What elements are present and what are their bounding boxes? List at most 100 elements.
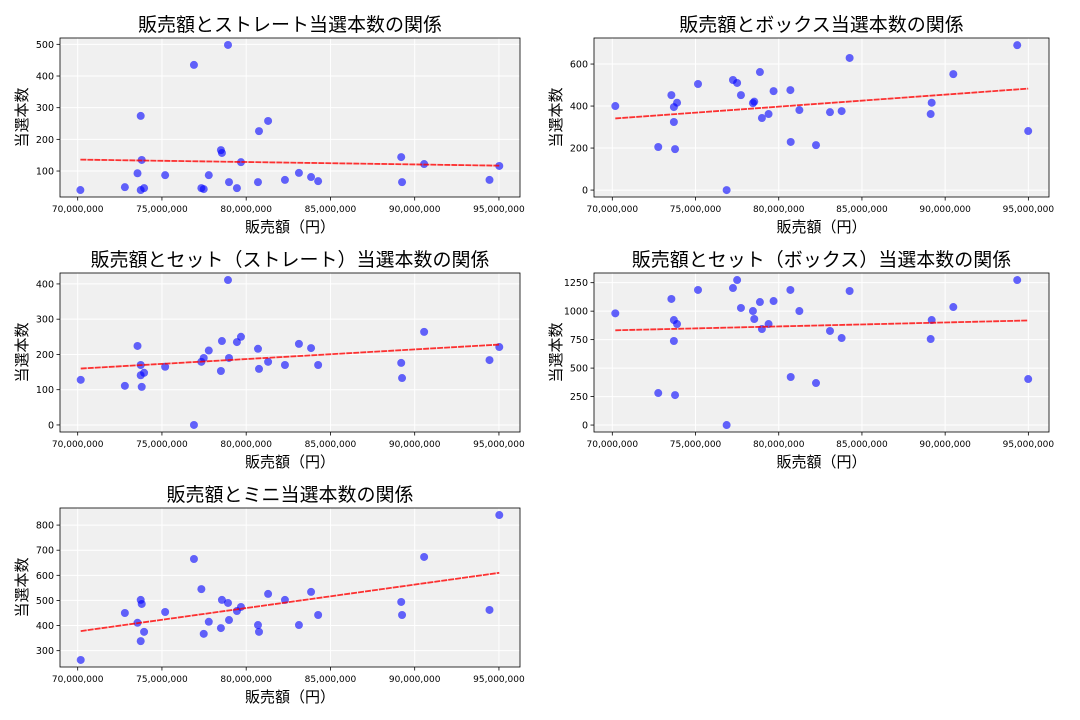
data-point xyxy=(812,379,821,388)
data-point xyxy=(120,608,129,617)
x-tick-label: 90,000,000 xyxy=(919,440,971,450)
data-point xyxy=(140,368,149,377)
data-point xyxy=(669,336,678,345)
data-point xyxy=(223,40,232,49)
chart-title: 販売額とセット（ボックス）当選本数の関係 xyxy=(632,249,1011,271)
y-tick-label: 0 xyxy=(582,421,588,432)
x-tick-label: 80,000,000 xyxy=(220,205,272,215)
y-tick-label: 250 xyxy=(570,392,588,403)
data-point xyxy=(837,107,846,116)
data-point xyxy=(314,177,323,186)
data-point xyxy=(223,598,232,607)
chart-5: 70,000,000 75,000,000 80,000,000 85,000,000… xyxy=(13,484,525,706)
data-point xyxy=(307,344,316,353)
data-point xyxy=(264,116,273,125)
x-tick-label: 70,000,000 xyxy=(52,675,104,685)
data-point xyxy=(217,148,226,157)
data-point xyxy=(736,303,745,312)
x-tick-label: 85,000,000 xyxy=(305,205,357,215)
y-tick-label: 500 xyxy=(36,40,54,51)
data-point xyxy=(654,143,663,152)
data-point xyxy=(223,276,232,285)
chart-title: 販売額とストレート当選本数の関係 xyxy=(138,14,442,36)
x-tick-label: 95,000,000 xyxy=(1003,205,1055,215)
data-point xyxy=(225,178,234,187)
y-tick-label: 300 xyxy=(36,646,54,657)
y-axis-label: 当選本数 xyxy=(547,87,565,147)
data-point xyxy=(795,307,804,316)
trend-line xyxy=(615,319,1029,332)
trend-line xyxy=(615,87,1029,120)
data-point xyxy=(76,186,85,195)
x-tick-label: 75,000,000 xyxy=(670,205,722,215)
y-tick-label: 1250 xyxy=(564,278,588,289)
data-point xyxy=(137,382,146,391)
data-point xyxy=(926,110,935,119)
x-tick-label: 75,000,000 xyxy=(136,675,188,685)
x-tick-label: 70,000,000 xyxy=(587,440,639,450)
data-point xyxy=(845,286,854,295)
x-tick-label: 80,000,000 xyxy=(220,440,272,450)
y-tick-label: 100 xyxy=(36,385,54,396)
data-point xyxy=(669,118,678,127)
plot-border xyxy=(59,507,521,668)
y-tick-label: 0 xyxy=(48,420,54,431)
data-point xyxy=(189,554,198,563)
data-point xyxy=(755,298,764,307)
data-point xyxy=(420,327,429,336)
y-tick-label: 200 xyxy=(36,135,54,146)
chart-title: 販売額とボックス当選本数の関係 xyxy=(679,14,963,36)
data-point xyxy=(120,183,129,192)
data-point xyxy=(254,364,263,373)
data-point xyxy=(786,86,795,95)
chart-2: 70,000,000 75,000,000 80,000,000 85,000,000… xyxy=(547,14,1054,236)
data-point xyxy=(748,307,757,316)
data-point xyxy=(485,605,494,614)
data-point xyxy=(837,334,846,343)
data-point xyxy=(825,326,834,335)
data-point xyxy=(189,420,198,429)
y-tick-label: 800 xyxy=(36,521,54,532)
x-tick-label: 70,000,000 xyxy=(52,440,104,450)
data-point xyxy=(307,173,316,182)
trend-line xyxy=(80,571,500,632)
data-point xyxy=(611,309,620,318)
x-tick-label: 75,000,000 xyxy=(670,440,722,450)
data-point xyxy=(671,145,680,154)
x-tick-label: 70,000,000 xyxy=(587,205,639,215)
plot-border xyxy=(593,272,1050,433)
y-tick-label: 600 xyxy=(36,571,54,582)
data-point xyxy=(161,362,170,371)
x-tick-label: 90,000,000 xyxy=(389,440,441,450)
data-point xyxy=(927,98,936,107)
data-point xyxy=(264,589,273,598)
y-tick-label: 400 xyxy=(36,279,54,290)
chart-title: 販売額とセット（ストレート）当選本数の関係 xyxy=(90,249,489,271)
data-point xyxy=(1024,127,1033,136)
data-point xyxy=(217,337,226,346)
data-point xyxy=(236,332,245,341)
x-tick-label: 85,000,000 xyxy=(836,440,888,450)
y-tick-label: 300 xyxy=(36,103,54,114)
y-tick-label: 0 xyxy=(582,186,588,197)
data-point xyxy=(76,655,85,664)
data-point xyxy=(204,171,213,180)
data-point xyxy=(786,285,795,294)
y-tick-label: 500 xyxy=(570,364,588,375)
data-point xyxy=(750,97,759,106)
data-point xyxy=(189,60,198,69)
data-point xyxy=(199,353,208,362)
y-tick-label: 200 xyxy=(36,350,54,361)
x-tick-label: 80,000,000 xyxy=(220,675,272,685)
data-point xyxy=(314,361,323,370)
data-point xyxy=(398,374,407,383)
data-point xyxy=(667,294,676,303)
data-point xyxy=(845,53,854,62)
data-point xyxy=(76,375,85,384)
data-point xyxy=(485,175,494,184)
y-tick-label: 400 xyxy=(570,102,588,113)
data-point xyxy=(253,178,262,187)
data-point xyxy=(161,171,170,180)
